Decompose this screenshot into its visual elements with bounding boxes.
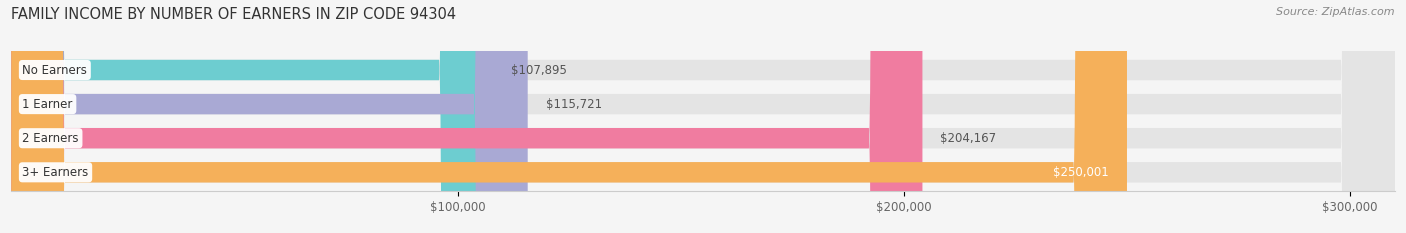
FancyBboxPatch shape (11, 0, 527, 233)
Text: Source: ZipAtlas.com: Source: ZipAtlas.com (1277, 7, 1395, 17)
Text: $250,001: $250,001 (1053, 166, 1109, 179)
FancyBboxPatch shape (11, 0, 1128, 233)
FancyBboxPatch shape (11, 0, 922, 233)
Text: $107,895: $107,895 (510, 64, 567, 76)
Text: $115,721: $115,721 (546, 98, 602, 111)
Text: No Earners: No Earners (22, 64, 87, 76)
FancyBboxPatch shape (11, 0, 492, 233)
Text: 3+ Earners: 3+ Earners (22, 166, 89, 179)
Text: 1 Earner: 1 Earner (22, 98, 73, 111)
FancyBboxPatch shape (11, 0, 1395, 233)
Text: $204,167: $204,167 (941, 132, 997, 145)
Text: 2 Earners: 2 Earners (22, 132, 79, 145)
FancyBboxPatch shape (11, 0, 1395, 233)
FancyBboxPatch shape (11, 0, 1395, 233)
Text: FAMILY INCOME BY NUMBER OF EARNERS IN ZIP CODE 94304: FAMILY INCOME BY NUMBER OF EARNERS IN ZI… (11, 7, 457, 22)
FancyBboxPatch shape (11, 0, 1395, 233)
